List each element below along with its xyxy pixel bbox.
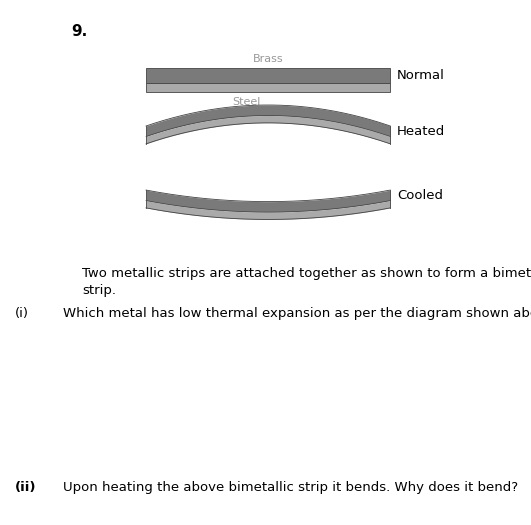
Text: Normal: Normal bbox=[397, 69, 445, 82]
Text: Steel: Steel bbox=[233, 97, 261, 107]
Text: Two metallic strips are attached together as shown to form a bimetallic: Two metallic strips are attached togethe… bbox=[82, 267, 531, 279]
Text: Which metal has low thermal expansion as per the diagram shown above? Why?: Which metal has low thermal expansion as… bbox=[63, 308, 531, 320]
Text: Cooled: Cooled bbox=[397, 189, 443, 202]
Text: Brass: Brass bbox=[253, 54, 284, 64]
Bar bbox=[146, 68, 390, 83]
Text: strip.: strip. bbox=[82, 284, 116, 297]
Text: (ii): (ii) bbox=[15, 481, 36, 494]
Text: 9.: 9. bbox=[72, 24, 88, 39]
Text: (i): (i) bbox=[15, 308, 29, 320]
Bar bbox=[146, 83, 390, 92]
Text: Heated: Heated bbox=[397, 125, 446, 138]
Text: Upon heating the above bimetallic strip it bends. Why does it bend?: Upon heating the above bimetallic strip … bbox=[63, 481, 518, 494]
